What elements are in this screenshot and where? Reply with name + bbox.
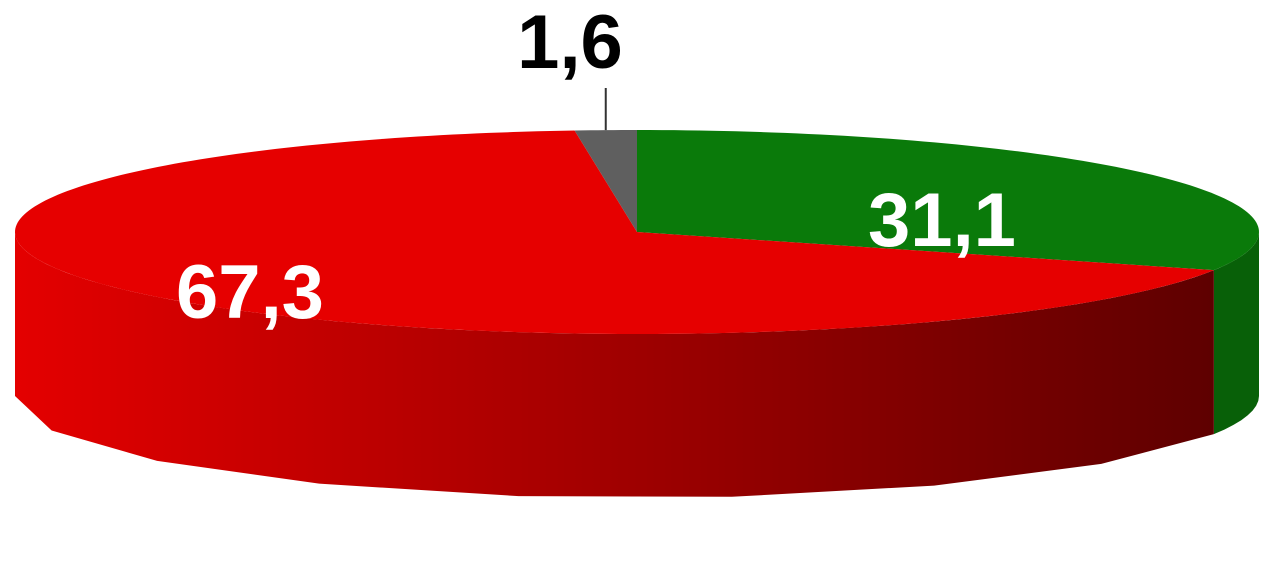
slice-green-side: [1213, 232, 1259, 435]
slice-green-top: [637, 130, 1259, 271]
slice-red-label: 67,3: [176, 250, 324, 335]
slice-gray-top: [574, 130, 637, 232]
pie-tops: [15, 130, 1259, 334]
slice-green-label: 31,1: [868, 178, 1016, 263]
pie-sides: [15, 232, 1259, 497]
data-labels: 31,1 67,3 1,6: [176, 0, 1016, 335]
slice-red-side: [15, 232, 1214, 497]
slice-red-top: [15, 130, 1214, 334]
slice-gray-label: 1,6: [517, 0, 623, 85]
